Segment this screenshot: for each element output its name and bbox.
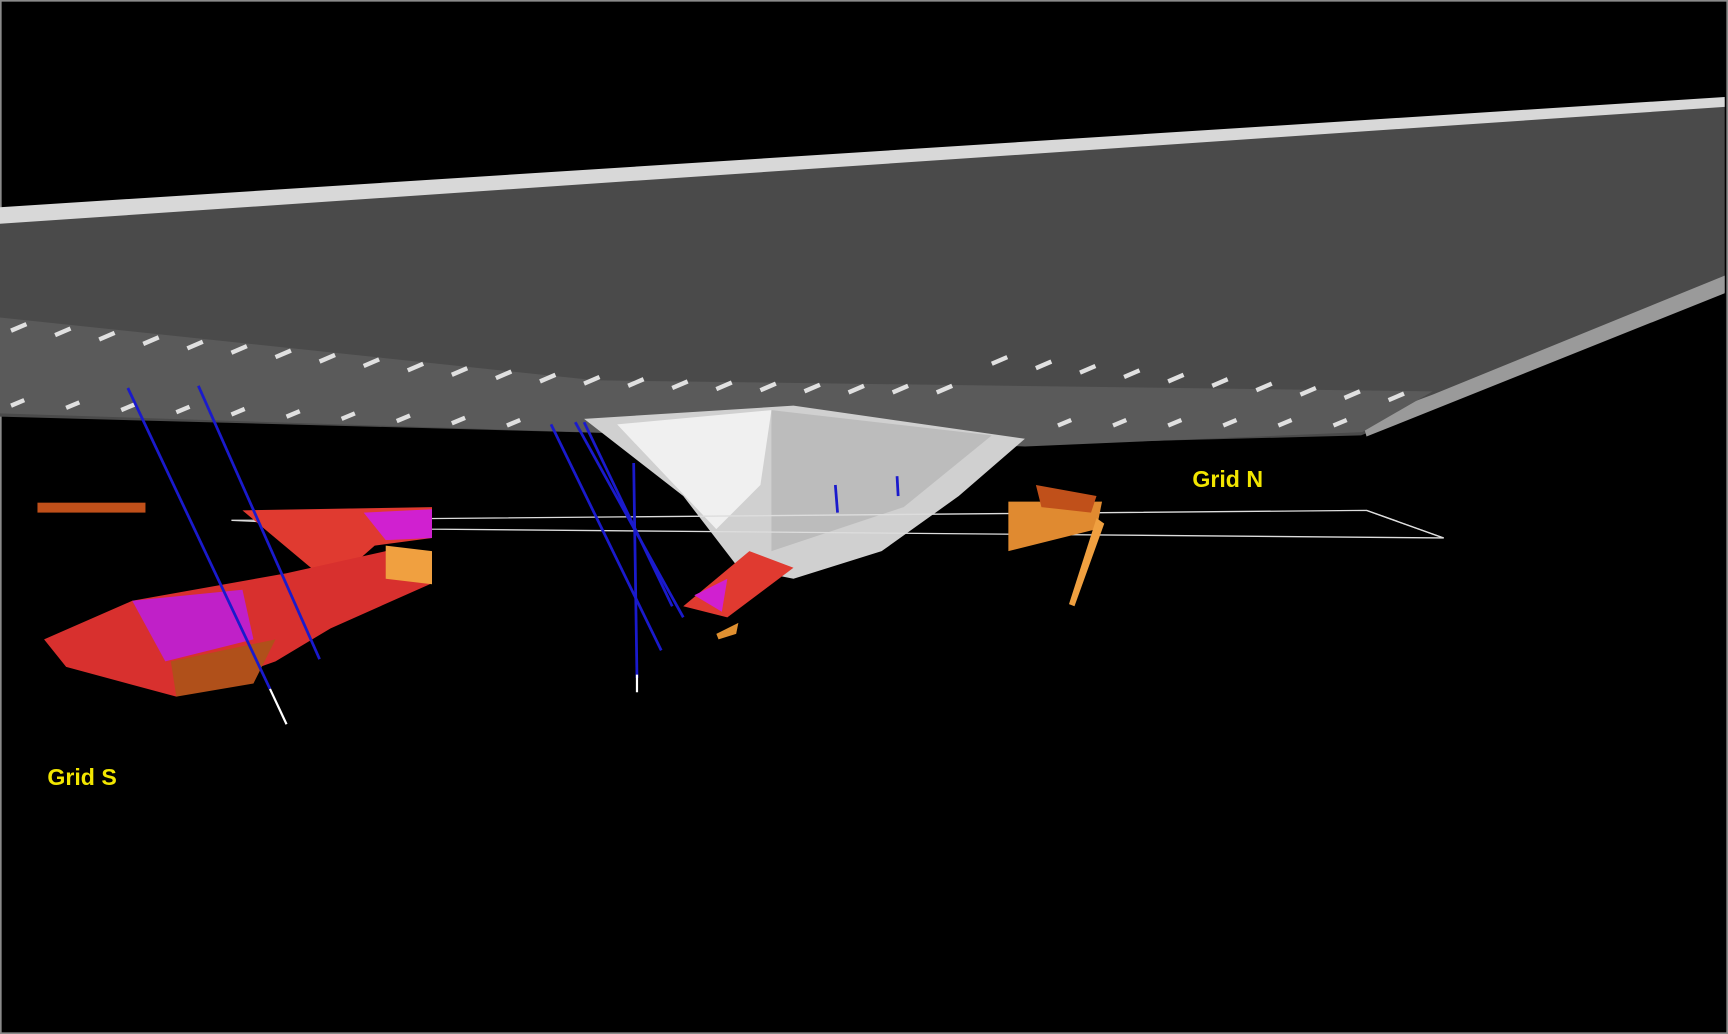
slab-side <box>1362 275 1725 437</box>
drill-holes <box>126 385 900 690</box>
grid-label: Grid N <box>1192 466 1263 492</box>
drill-hole-ends <box>269 674 639 725</box>
pit-face <box>617 410 772 530</box>
pit-face <box>771 410 992 552</box>
slab-underside <box>0 317 1433 447</box>
slab-edge <box>0 97 1725 224</box>
grid-label: Grid S <box>47 764 116 790</box>
slab-stripes <box>10 322 1405 428</box>
